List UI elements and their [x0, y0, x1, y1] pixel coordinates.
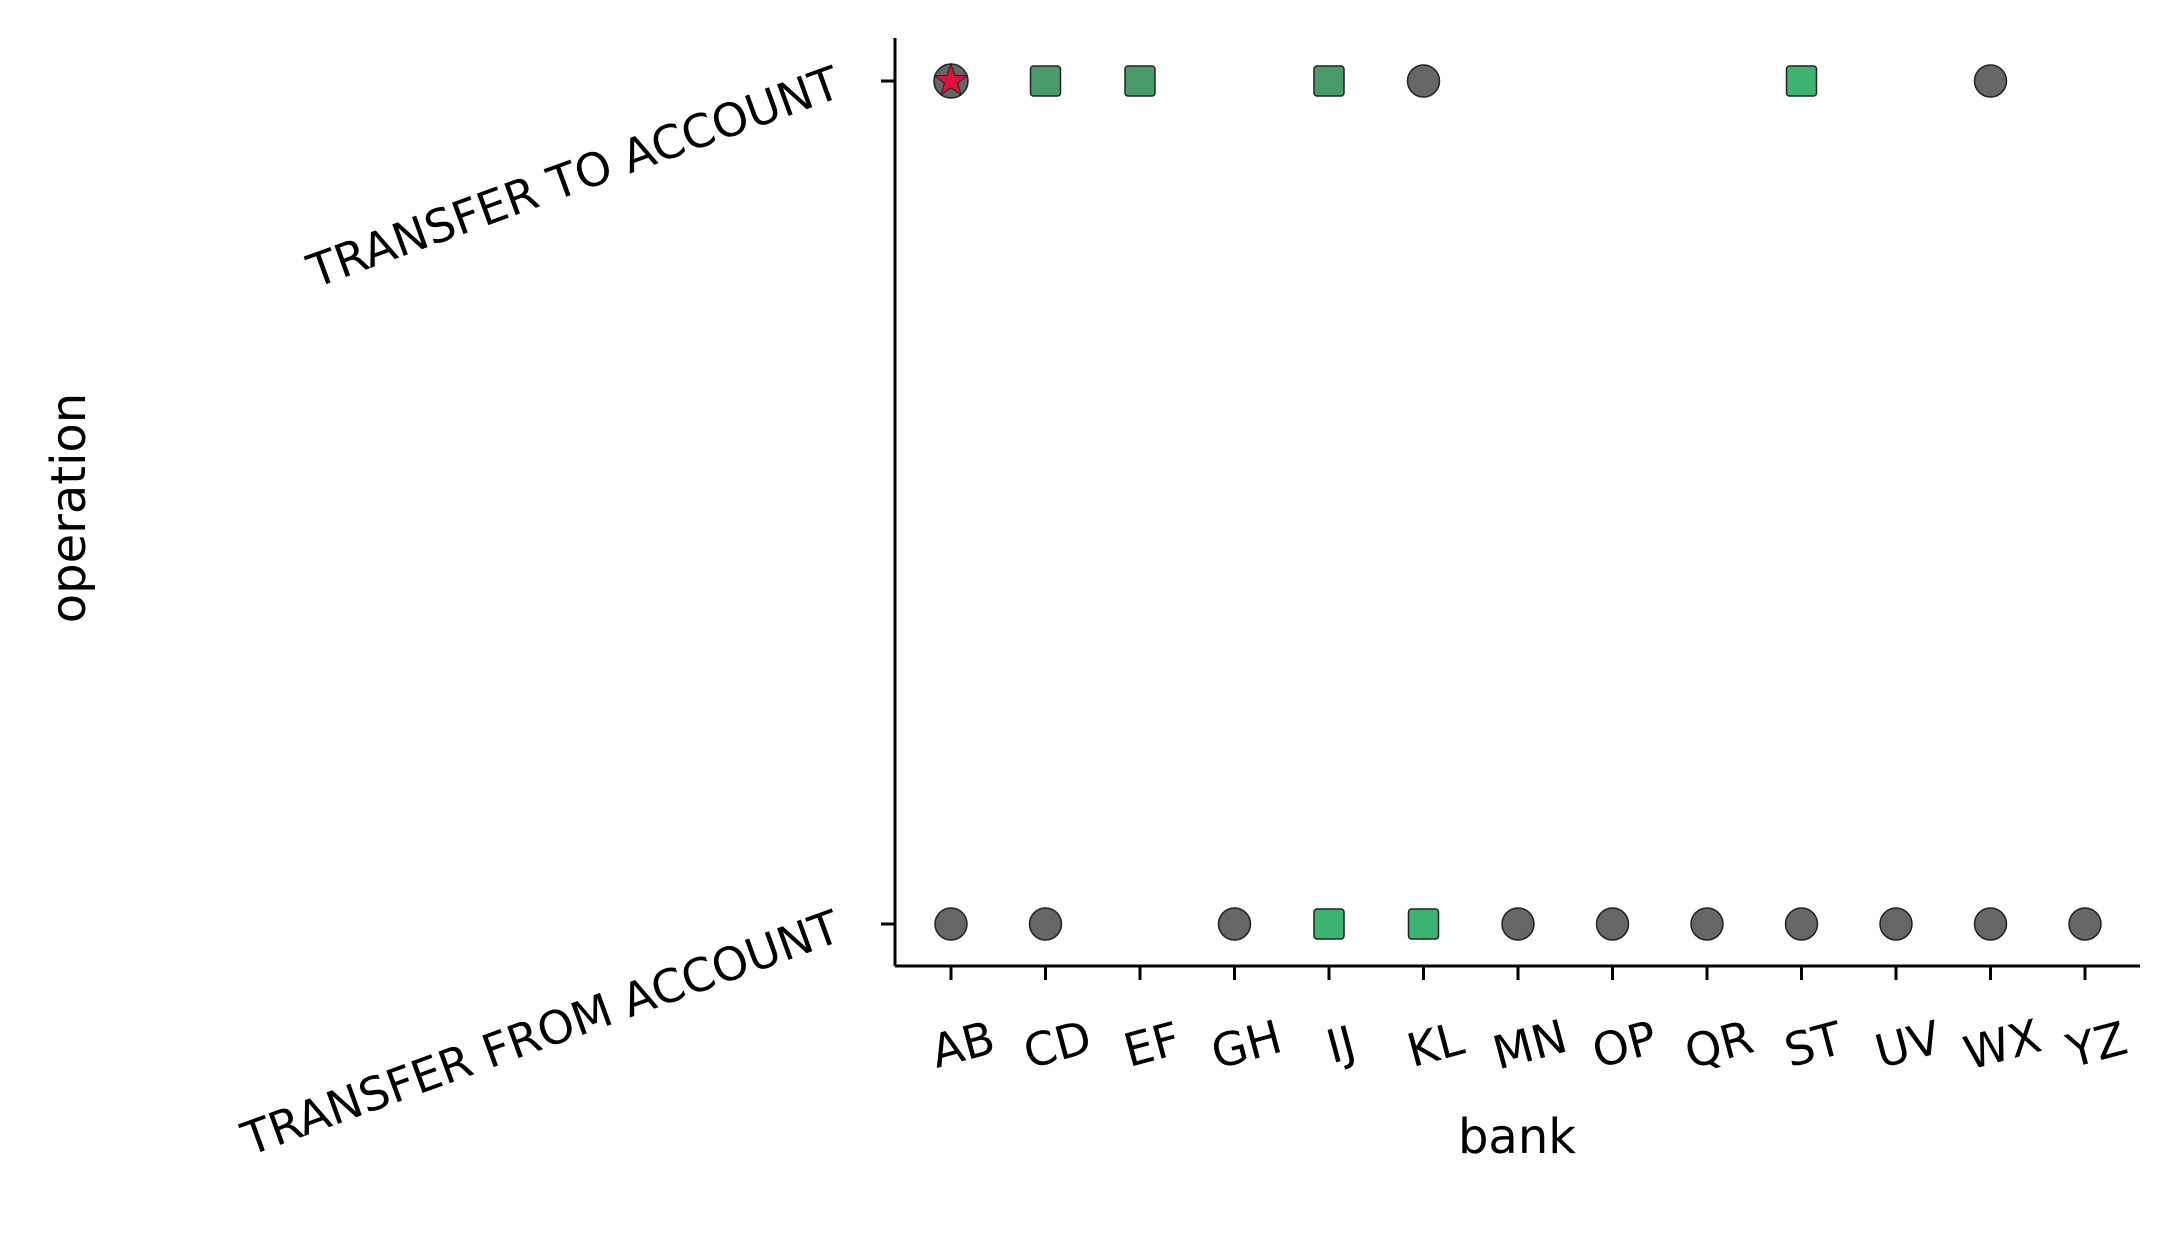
x-tick-label-qr: QR: [1679, 1010, 1759, 1080]
x-tick-label-yz: YZ: [2060, 1011, 2133, 1079]
x-tick-label-cd: CD: [1018, 1010, 1097, 1080]
x-tick-label-st: ST: [1779, 1011, 1849, 1078]
y-tick-label-transfer-from-account: TRANSFER FROM ACCOUNT: [234, 899, 848, 1166]
x-tick-label-ab: AB: [925, 1010, 1000, 1078]
point-ab-transfer-to-account-star: [933, 62, 969, 96]
x-tick-label-mn: MN: [1487, 1009, 1573, 1080]
point-st-transfer-from-account: [1784, 907, 1819, 941]
point-ef-transfer-to-account: [1124, 65, 1156, 97]
point-wx-transfer-from-account: [1973, 907, 2008, 941]
point-ij-transfer-to-account: [1313, 65, 1345, 97]
x-tick-label-wx: WX: [1958, 1009, 2046, 1081]
point-kl-transfer-from-account: [1407, 908, 1440, 940]
y-tick-label-transfer-to-account: TRANSFER TO ACCOUNT: [300, 55, 848, 298]
axes: [893, 38, 2140, 968]
y-axis-title: operation: [41, 393, 97, 623]
point-op-transfer-from-account: [1595, 907, 1630, 941]
point-qr-transfer-from-account: [1690, 907, 1724, 941]
point-ij-transfer-from-account: [1313, 908, 1345, 940]
x-tick-label-ef: EF: [1118, 1011, 1186, 1078]
point-mn-transfer-from-account: [1501, 907, 1535, 941]
x-tick-label-op: OP: [1586, 1010, 1662, 1079]
x-tick-label-ij: IJ: [1321, 1015, 1361, 1074]
point-ab-transfer-to-account: [933, 62, 969, 99]
point-uv-transfer-from-account: [1879, 907, 1913, 941]
x-tick-label-gh: GH: [1205, 1009, 1287, 1079]
data-points: [933, 62, 2102, 941]
point-wx-transfer-to-account: [1973, 64, 2008, 98]
y-ticks: TRANSFER FROM ACCOUNT TRANSFER TO ACCOUNT: [234, 55, 895, 1167]
point-cd-transfer-to-account: [1029, 65, 1062, 97]
x-tick-label-uv: UV: [1869, 1010, 1946, 1079]
point-ab-transfer-from-account: [934, 907, 968, 941]
point-st-transfer-to-account: [1785, 65, 1818, 97]
x-ticks: AB CD EF GH IJ KL MN OP QR ST UV WX YZ: [925, 966, 2133, 1081]
x-axis-title: bank: [1458, 1109, 1576, 1165]
point-cd-transfer-from-account: [1028, 907, 1063, 941]
point-yz-transfer-from-account: [2068, 907, 2102, 941]
x-tick-label-kl: KL: [1401, 1011, 1469, 1078]
point-kl-transfer-to-account: [1406, 64, 1441, 98]
point-gh-transfer-from-account: [1217, 907, 1252, 941]
